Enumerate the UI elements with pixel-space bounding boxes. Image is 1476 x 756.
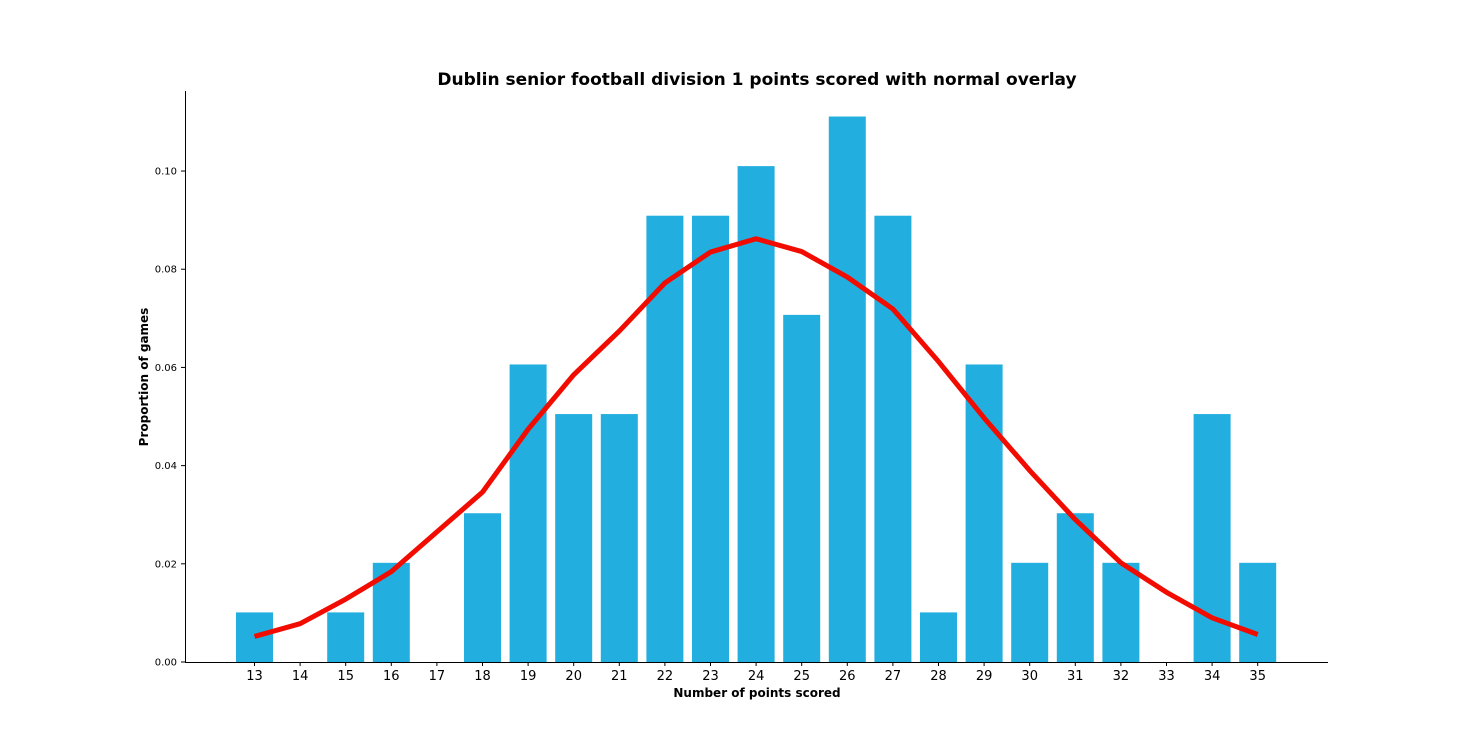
line-layer — [253, 236, 1259, 639]
x-ticks: 13 14 15 16 17 18 19 20 21 22 23 24 25 26 27 28 29 30 31 32… — [246, 662, 1266, 684]
bar-32 — [1102, 562, 1140, 662]
x-tick-label: 35 — [1249, 669, 1266, 684]
x-tick-label: 26 — [839, 669, 856, 684]
x-tick-label: 24 — [748, 669, 765, 684]
x-tick-label: 27 — [885, 669, 902, 684]
x-tick-label: 34 — [1204, 669, 1221, 684]
y-tick-label: 0.10 — [155, 167, 177, 178]
bar-20 — [555, 414, 593, 662]
y-tick-label: 0.06 — [155, 363, 177, 374]
x-tick-label: 19 — [520, 669, 537, 684]
bar-13 — [236, 612, 273, 662]
bar-27 — [874, 215, 912, 662]
bar-30 — [1011, 562, 1049, 662]
chart-title: Dublin senior football division 1 points… — [437, 70, 1076, 90]
normal-curve-line — [253, 236, 1259, 639]
x-tick-label: 16 — [383, 669, 400, 684]
x-axis-label: Number of points scored — [673, 686, 840, 700]
x-tick-label: 32 — [1113, 669, 1130, 684]
bar-19 — [509, 364, 547, 662]
bar-18 — [464, 513, 501, 662]
y-tick-label: 0.04 — [155, 461, 177, 472]
bar-22 — [646, 215, 684, 662]
x-tick-label: 13 — [246, 669, 263, 684]
bar-35 — [1239, 562, 1277, 662]
bar-26 — [828, 116, 866, 662]
bar-29 — [965, 364, 1003, 662]
x-tick-label: 17 — [429, 669, 446, 684]
x-tick-label: 31 — [1067, 669, 1084, 684]
bar-31 — [1056, 513, 1094, 662]
x-tick-label: 29 — [976, 669, 993, 684]
x-tick-label: 25 — [793, 669, 810, 684]
x-tick-label: 18 — [474, 669, 491, 684]
x-tick-label: 23 — [702, 669, 719, 684]
x-tick-label: 21 — [611, 669, 628, 684]
bar-15 — [327, 612, 365, 662]
x-tick-label: 22 — [657, 669, 674, 684]
x-tick-label: 15 — [337, 669, 354, 684]
x-tick-label: 30 — [1021, 669, 1038, 684]
x-tick-label: 14 — [292, 669, 309, 684]
bar-21 — [600, 414, 638, 662]
y-tick-label: 0.00 — [155, 658, 177, 669]
x-tick-label: 20 — [565, 669, 582, 684]
y-axis-label: Proportion of games — [137, 308, 151, 447]
bar-25 — [783, 314, 821, 662]
x-tick-label: 28 — [930, 669, 947, 684]
x-tick-label: 33 — [1158, 669, 1175, 684]
y-tick-label: 0.08 — [155, 265, 177, 276]
bar-23 — [692, 215, 729, 662]
bars-layer — [236, 116, 1277, 662]
y-ticks: 0.00 0.02 0.04 0.06 0.08 0.10 — [155, 167, 185, 669]
bar-24 — [737, 166, 775, 662]
y-tick-label: 0.02 — [155, 559, 177, 570]
bar-28 — [920, 612, 957, 662]
